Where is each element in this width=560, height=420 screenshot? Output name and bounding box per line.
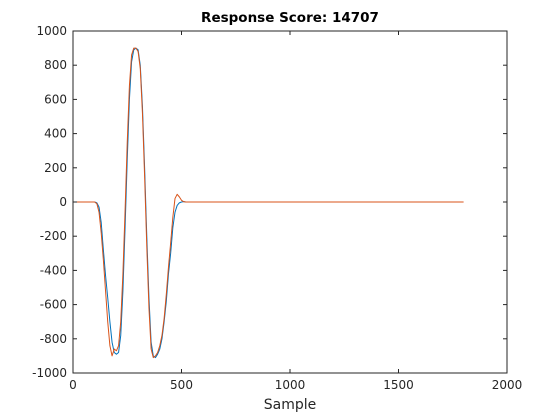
x-axis: 0 500 1000 1500 2000 [69, 31, 522, 392]
x-tick-label: 1000 [275, 378, 306, 392]
y-tick-label: -600 [40, 298, 67, 312]
x-tick-label: 2000 [492, 378, 523, 392]
y-tick-label: 1000 [36, 24, 67, 38]
x-tick-label: 0 [69, 378, 77, 392]
x-tick-label: 1500 [383, 378, 414, 392]
y-tick-label: 400 [44, 127, 67, 141]
y-tick-label: -800 [40, 332, 67, 346]
y-tick-label: 0 [59, 195, 67, 209]
x-tick-label: 500 [170, 378, 193, 392]
x-axis-label: Sample [264, 397, 317, 413]
series-line-1 [73, 47, 386, 359]
y-tick-label: 600 [44, 92, 67, 106]
plot-area [73, 47, 464, 359]
y-tick-label: -1000 [32, 366, 67, 380]
series-line-2 [73, 47, 464, 359]
chart-title: Response Score: 14707 [201, 10, 379, 26]
y-tick-label: 800 [44, 58, 67, 72]
y-axis: -1000 -800 -600 -400 -200 0 200 400 600 800 1000 [32, 24, 507, 380]
y-tick-label: -200 [40, 229, 67, 243]
y-tick-label: -400 [40, 263, 67, 277]
y-tick-label: 200 [44, 161, 67, 175]
